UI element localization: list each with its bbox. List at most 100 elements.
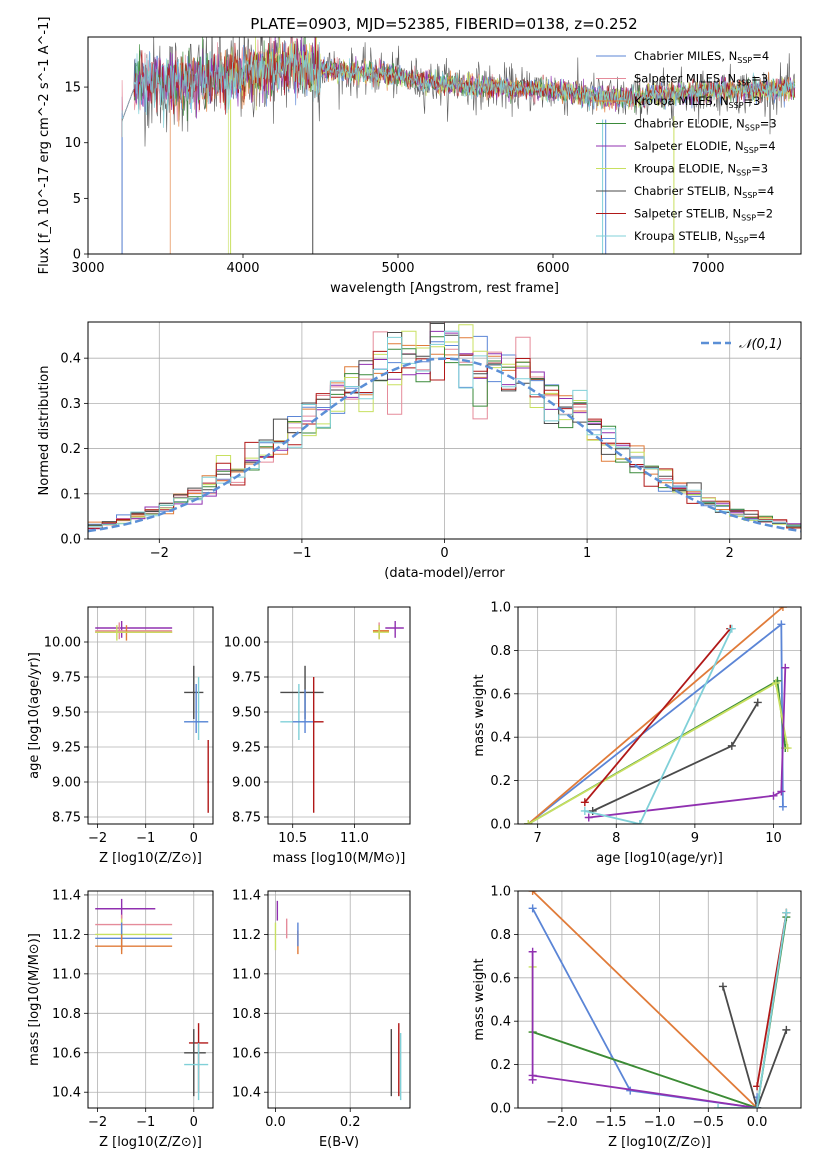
mass-weight-marker [771,678,780,687]
errorbar-point [292,689,314,733]
x-tick-label: −1 [292,546,311,561]
x-tick-label: 3000 [71,261,104,276]
x-tick-label: 10 [765,831,782,846]
y-tick-label: 0.2 [490,774,511,789]
y-tick-label: 0.1 [60,487,81,502]
mass-weight-marker [524,820,533,824]
y-axis-label: age [log10(age/yr)] [27,652,42,779]
y-tick-label: 9.25 [232,741,261,756]
axes-frame [267,606,411,825]
x-tick-label: 0 [440,546,448,561]
x-tick-label: 5000 [381,261,414,276]
y-tick-label: 0.4 [490,731,511,746]
y-tick-label: 0 [73,248,81,263]
y-tick-label: 15 [64,81,81,96]
errorbar-point [95,625,173,641]
y-tick-label: 9.50 [232,706,261,721]
normal-reference-curve [88,357,801,533]
mass-weight-marker [528,891,537,895]
mass-weight-marker [783,744,792,753]
errorbar-point [95,918,173,951]
x-axis-label: wavelength [Angstrom, rest frame] [330,281,559,296]
y-tick-label: 10.8 [52,1007,81,1022]
y-axis-label: mass weight [472,958,487,1040]
x-tick-label: 6000 [536,261,569,276]
x-axis-label: Z [log10(Z/Z⊙)] [608,1135,711,1150]
y-tick-label: 0.3 [60,397,81,412]
mass-weight-vs-metallicity-panel: −2.0 −1.5 −1.0 −0.5 0.0 0.0 0.2 0.4 0.6 0.8 1.0 Z [… [472,885,802,1150]
x-tick-label: 0 [190,831,198,846]
mass-weight-marker [769,791,778,800]
y-tick-label: 0.6 [490,971,511,986]
axes-frame [87,890,214,1109]
mass-weight-marker [727,741,736,750]
y-tick-label: 10.8 [232,1007,261,1022]
mass-weight-marker [580,798,589,807]
errorbar-point [385,621,404,638]
mass-weight-marker [782,908,791,917]
axes-frame [267,890,411,1109]
errorbar-point [207,740,210,813]
y-tick-label: 10.6 [52,1046,81,1061]
y-tick-label: 11.0 [52,967,81,982]
errorbar-point [280,665,324,719]
plot-area [95,898,209,1101]
y-tick-label: 9.50 [52,706,81,721]
errorbar-point [95,914,173,935]
legend-entry: Salpeter MILES, NSSP=3 [634,72,768,88]
mass-weight-marker [753,698,762,707]
axes-frame [87,36,802,255]
mass-weight-marker [714,1104,723,1108]
x-tick-label: 10.5 [278,831,307,846]
x-tick-label: 7000 [691,261,724,276]
mass-weight-marker [778,802,787,811]
x-tick-label: 11.0 [340,831,369,846]
mass-weight-series [531,891,758,1108]
mass-weight-series [584,628,731,803]
y-tick-label: 0.4 [490,1015,511,1030]
y-tick-label: 9.25 [52,741,81,756]
y-axis-label: mass [log10(M/M⊙)] [27,933,42,1066]
x-tick-label: −1 [136,831,155,846]
y-tick-label: 0.4 [60,352,81,367]
mass-vs-ebv-panel: 0.0 0.2 10.4 10.6 10.8 11.0 11.2 11.4 E(B-V) [232,888,411,1150]
y-axis-label: Flux [f_λ 10^-17 erg cm^-2 s^-1 A^-1] [37,17,52,275]
y-tick-label: 10 [64,136,81,151]
legend-entry: Salpeter STELIB, NSSP=2 [634,207,773,223]
x-tick-label: −0.5 [693,1115,725,1130]
plot-area [88,322,801,533]
mass-weight-marker [782,1025,791,1034]
plot-area [524,607,792,824]
x-tick-label: 7 [534,831,542,846]
y-tick-label: 10.4 [52,1086,81,1101]
plot-area [274,900,402,1101]
x-axis-label: mass [log10(M/M⊙)] [273,851,406,866]
x-tick-label: −2 [88,1115,107,1130]
x-tick-label: −2 [88,831,107,846]
x-tick-label: 0.0 [747,1115,768,1130]
errorbar-point [184,684,209,733]
age-vs-mass-panel: 10.5 11.0 8.75 9.00 9.25 9.50 9.75 10.00 mass [l… [224,606,411,866]
x-tick-label: −1.5 [595,1115,627,1130]
x-tick-label: −1.0 [644,1115,676,1130]
mass-weight-series [718,912,788,1108]
y-tick-label: 10.00 [224,636,261,651]
mass-weight-series [588,667,787,819]
figure-title: PLATE=0903, MJD=52385, FIBERID=0138, z=0… [250,15,637,33]
mass-weight-marker [777,620,786,629]
x-tick-label: −2 [150,546,169,561]
mass-weight-series [531,907,758,1108]
axes-frame [517,606,802,825]
y-tick-label: 11.2 [232,928,261,943]
errorbar-point [95,621,173,638]
y-tick-label: 8.75 [232,811,261,826]
errorbar-point [184,665,204,719]
mass-weight-marker [528,947,537,956]
legend-entry: Salpeter ELODIE, NSSP=4 [634,139,776,155]
mass-weight-marker [580,806,589,815]
mass-weight-vs-age-panel: 7 8 9 10 0.0 0.2 0.4 0.6 0.8 1.0 age [log10(age/yr… [472,601,802,866]
y-tick-label: 0.8 [490,644,511,659]
y-tick-label: 0.6 [490,687,511,702]
x-axis-label: age [log10(age/yr)] [596,851,723,866]
y-tick-label: 9.00 [232,776,261,791]
